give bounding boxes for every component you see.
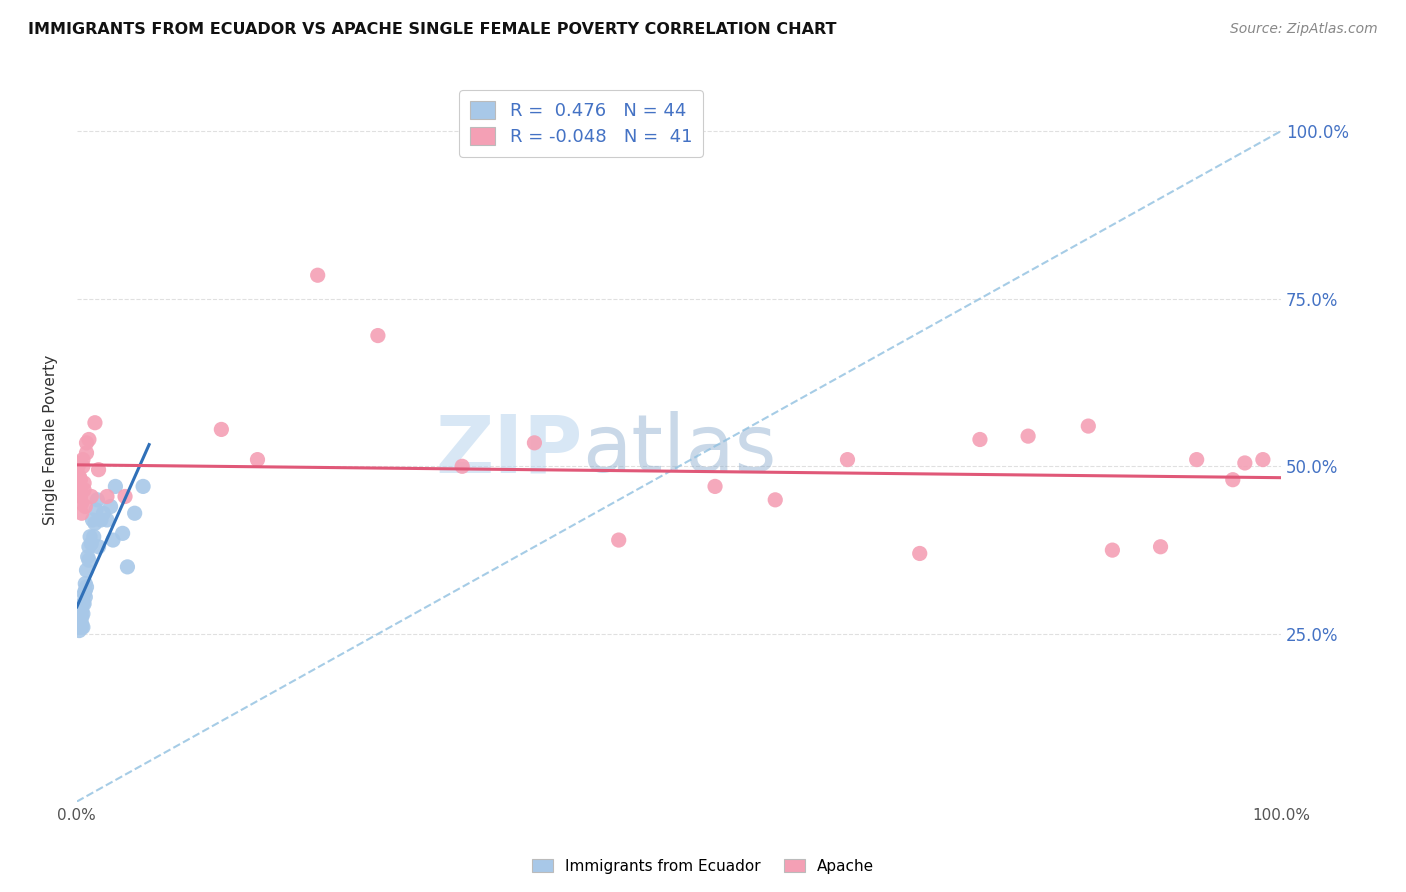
Point xyxy=(969,433,991,447)
Point xyxy=(69,483,91,497)
Point xyxy=(69,473,91,487)
Point xyxy=(1017,429,1039,443)
Point xyxy=(72,459,94,474)
Point xyxy=(69,614,91,628)
Point xyxy=(367,328,389,343)
Point xyxy=(70,496,93,510)
Point xyxy=(79,530,101,544)
Point xyxy=(100,500,122,514)
Point xyxy=(704,479,727,493)
Point xyxy=(70,506,93,520)
Point xyxy=(70,620,93,634)
Point xyxy=(72,452,94,467)
Point xyxy=(76,435,98,450)
Point xyxy=(246,452,269,467)
Point xyxy=(90,513,112,527)
Point xyxy=(73,483,96,497)
Point xyxy=(523,435,546,450)
Point xyxy=(75,500,97,514)
Point xyxy=(69,490,91,504)
Point xyxy=(83,530,105,544)
Point xyxy=(67,456,90,470)
Point xyxy=(84,503,107,517)
Point xyxy=(1149,540,1171,554)
Point xyxy=(117,560,139,574)
Point xyxy=(75,576,97,591)
Point xyxy=(1101,543,1123,558)
Point xyxy=(75,590,97,604)
Point xyxy=(87,540,110,554)
Point xyxy=(82,513,104,527)
Point xyxy=(307,268,329,283)
Point xyxy=(209,422,232,436)
Point xyxy=(104,479,127,493)
Y-axis label: Single Female Poverty: Single Female Poverty xyxy=(44,354,58,524)
Point xyxy=(76,580,98,594)
Point xyxy=(96,490,118,504)
Point xyxy=(67,616,90,631)
Point xyxy=(73,476,96,491)
Point xyxy=(72,597,94,611)
Point xyxy=(73,597,96,611)
Point xyxy=(69,607,91,621)
Point xyxy=(124,506,146,520)
Point xyxy=(1233,456,1256,470)
Legend: Immigrants from Ecuador, Apache: Immigrants from Ecuador, Apache xyxy=(526,853,880,880)
Point xyxy=(1222,473,1244,487)
Point xyxy=(72,607,94,621)
Point xyxy=(1077,419,1099,434)
Point xyxy=(73,587,96,601)
Point xyxy=(908,546,931,560)
Point xyxy=(80,490,103,504)
Legend: R =  0.476   N = 44, R = -0.048   N =  41: R = 0.476 N = 44, R = -0.048 N = 41 xyxy=(460,90,703,157)
Point xyxy=(76,563,98,577)
Point xyxy=(837,452,859,467)
Point xyxy=(96,513,118,527)
Point xyxy=(70,610,93,624)
Text: Source: ZipAtlas.com: Source: ZipAtlas.com xyxy=(1230,22,1378,37)
Point xyxy=(451,459,474,474)
Point xyxy=(86,492,108,507)
Point xyxy=(77,540,100,554)
Point xyxy=(76,549,98,564)
Point xyxy=(93,506,115,520)
Point xyxy=(70,616,93,631)
Point xyxy=(76,446,98,460)
Point xyxy=(84,416,107,430)
Point xyxy=(67,459,90,474)
Point xyxy=(75,583,97,598)
Point xyxy=(70,603,93,617)
Point xyxy=(77,553,100,567)
Point xyxy=(67,614,90,628)
Point xyxy=(67,469,90,483)
Point xyxy=(69,616,91,631)
Text: ZIP: ZIP xyxy=(436,411,582,490)
Point xyxy=(80,536,103,550)
Point xyxy=(607,533,630,547)
Point xyxy=(101,533,124,547)
Point xyxy=(132,479,155,493)
Point xyxy=(69,620,91,634)
Point xyxy=(67,610,90,624)
Point xyxy=(114,490,136,504)
Point xyxy=(84,516,107,531)
Point xyxy=(67,624,90,638)
Point xyxy=(77,433,100,447)
Text: IMMIGRANTS FROM ECUADOR VS APACHE SINGLE FEMALE POVERTY CORRELATION CHART: IMMIGRANTS FROM ECUADOR VS APACHE SINGLE… xyxy=(28,22,837,37)
Point xyxy=(1185,452,1208,467)
Point xyxy=(87,463,110,477)
Point xyxy=(72,620,94,634)
Text: atlas: atlas xyxy=(582,411,778,490)
Point xyxy=(111,526,134,541)
Point xyxy=(67,620,90,634)
Point xyxy=(1251,452,1274,467)
Point xyxy=(763,492,786,507)
